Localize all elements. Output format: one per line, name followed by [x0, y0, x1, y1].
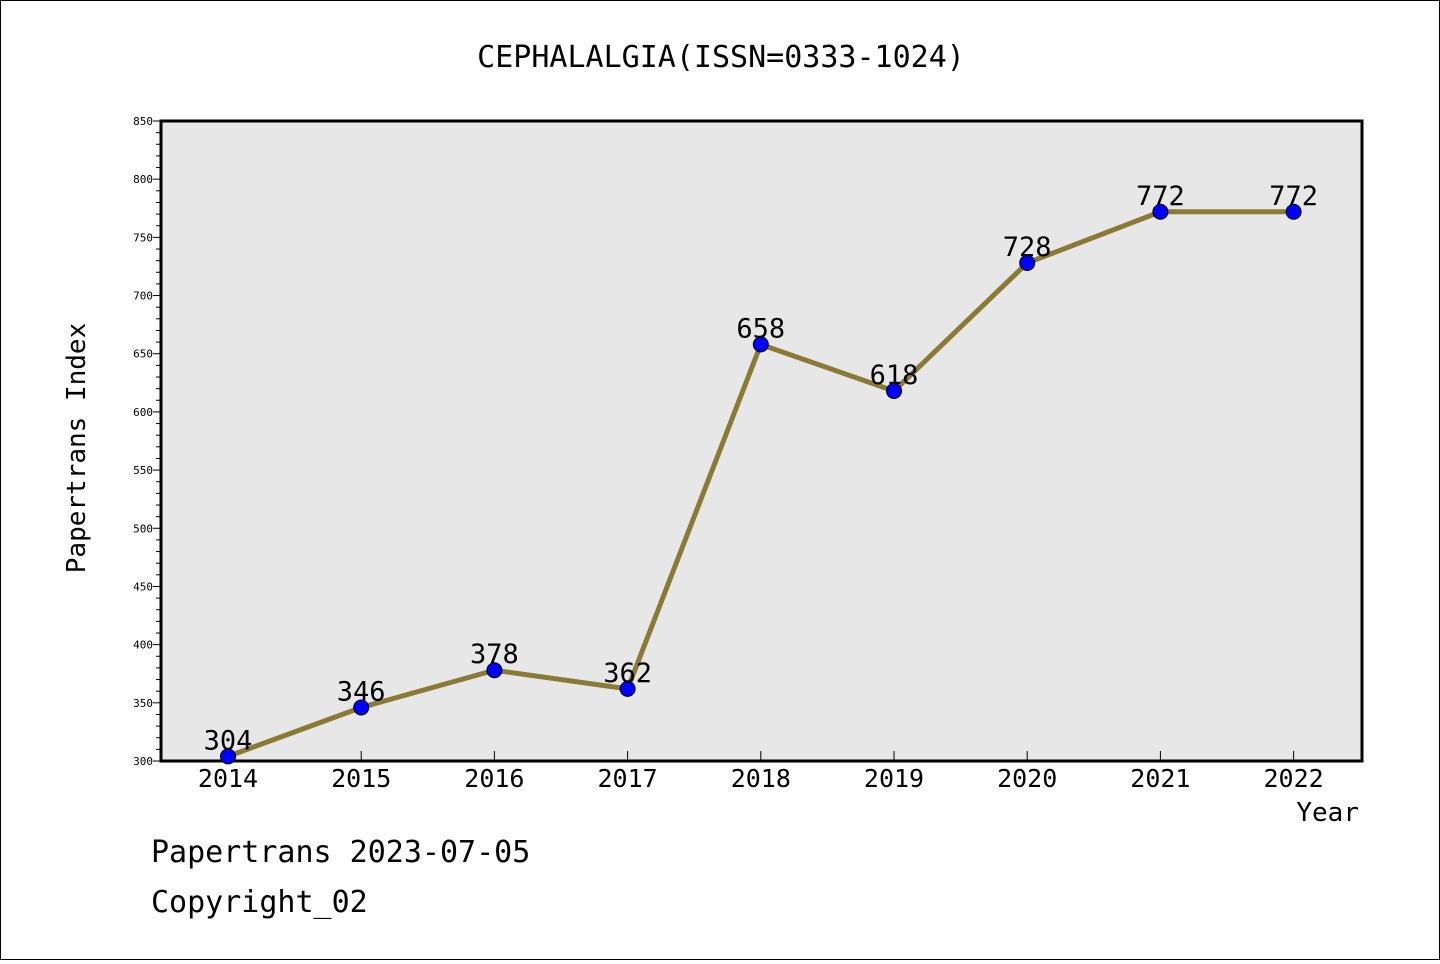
chart-title: CEPHALALGIA(ISSN=0333-1024): [477, 40, 965, 75]
footer-date: Papertrans 2023-07-05: [151, 835, 531, 870]
x-tick-label: 2020: [997, 764, 1057, 793]
data-label: 728: [1003, 232, 1052, 263]
data-label: 772: [1269, 181, 1318, 212]
y-tick-label: 350: [133, 697, 153, 710]
data-point: [1285, 203, 1302, 220]
y-axis-label: Papertrans Index: [62, 323, 92, 573]
x-tick-label: 2019: [864, 764, 924, 793]
data-point: [1152, 203, 1169, 220]
y-tick-label: 850: [133, 115, 153, 128]
data-point: [486, 662, 503, 679]
x-axis: 2014 2015 2016 2017 2018 2019 2020 2021 2022: [198, 751, 1324, 793]
data-label: 304: [204, 725, 253, 756]
data-label: 346: [337, 676, 386, 707]
y-tick-label: 600: [133, 406, 153, 419]
x-tick-label: 2014: [198, 764, 258, 793]
data-label: 658: [736, 313, 785, 344]
data-point: [619, 680, 636, 697]
x-tick-label: 2018: [731, 764, 791, 793]
data-point: [220, 748, 236, 765]
data-point: [886, 382, 902, 399]
series-layer: 304 346 378 362 658 618 728 772 772: [204, 181, 1318, 765]
x-axis-label: Year: [1296, 798, 1359, 828]
y-tick-label: 650: [133, 348, 153, 361]
x-tick-label: 2017: [597, 764, 657, 793]
y-tick-label: 750: [133, 231, 153, 244]
data-label: 618: [870, 360, 919, 391]
y-tick-label: 800: [133, 173, 153, 186]
y-tick-label: 700: [133, 290, 153, 303]
y-tick-label: 300: [133, 755, 153, 768]
y-tick-label: 450: [133, 580, 153, 593]
data-label: 772: [1136, 181, 1185, 212]
data-point: [752, 336, 769, 353]
y-tick-label: 400: [133, 639, 153, 652]
data-label: 362: [603, 658, 652, 689]
x-tick-label: 2015: [331, 764, 391, 793]
data-label: 378: [470, 639, 519, 670]
data-point: [1019, 254, 1036, 271]
x-tick-label: 2021: [1130, 764, 1190, 793]
y-tick-label: 550: [133, 464, 153, 477]
x-tick-label: 2022: [1263, 764, 1323, 793]
y-tick-label: 500: [133, 522, 153, 535]
footer-copyright: Copyright_02: [151, 885, 368, 920]
y-axis: 300 350 400 450 500 550 600 650 700 750 800 850: [133, 115, 161, 768]
x-tick-label: 2016: [464, 764, 524, 793]
data-point: [353, 699, 370, 716]
plot-area: [159, 119, 1364, 763]
